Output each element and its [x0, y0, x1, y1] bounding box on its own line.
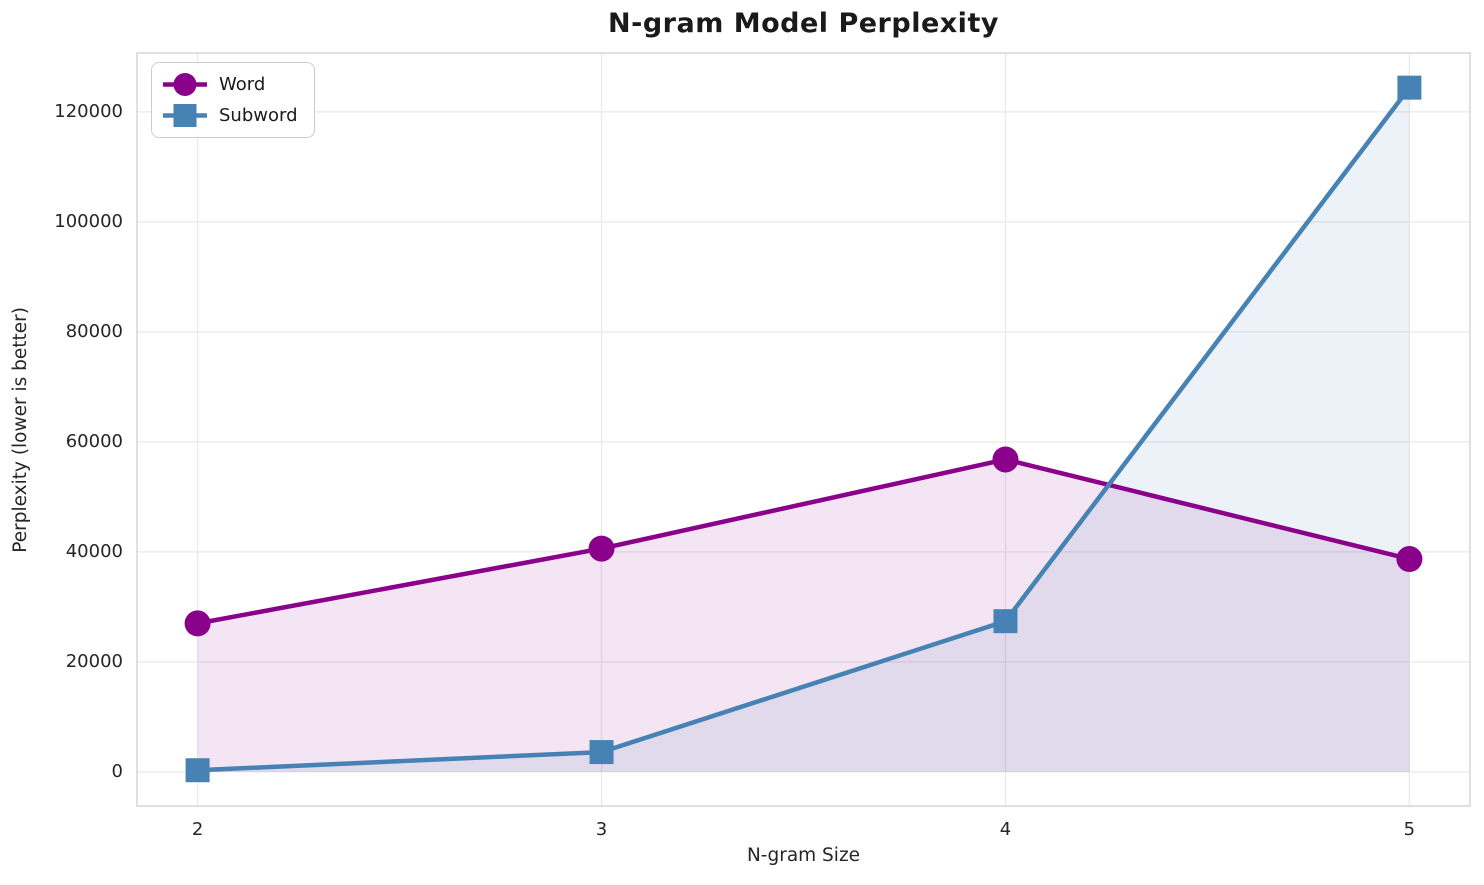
y-tick-label: 120000 [54, 101, 123, 122]
word-legend-circle [173, 73, 197, 96]
data-point-subword [993, 609, 1018, 634]
data-point-word [588, 535, 615, 562]
legend: Word Subword [151, 62, 315, 138]
y-axis-label-text: Perplexity (lower is better) [9, 306, 31, 553]
y-tick-label: 20000 [66, 651, 123, 672]
area-fill-subword [197, 87, 1410, 772]
data-point-word [992, 446, 1019, 473]
y-tick-label: 60000 [66, 431, 123, 452]
chart-title: N-gram Model Perplexity [608, 8, 999, 39]
data-point-word [184, 610, 211, 637]
legend-label-word: Word [219, 74, 266, 95]
legend-label-subword: Subword [219, 105, 298, 126]
legend-item-subword: Subword [162, 101, 298, 130]
series-line-subword [195, 85, 1412, 773]
subword-legend-square [173, 104, 197, 127]
x-tick-label: 4 [1000, 819, 1011, 840]
legend-item-word: Word [162, 70, 298, 99]
data-point-subword [185, 758, 210, 783]
x-tick-label: 3 [596, 819, 607, 840]
x-tick-label: 5 [1404, 819, 1415, 840]
area-fill-word [197, 459, 1410, 772]
word-line-circle-icon [163, 73, 207, 96]
series-line-word [195, 457, 1412, 626]
axes-border [136, 52, 1471, 807]
y-tick-label: 0 [112, 761, 123, 782]
x-axis-label: N-gram Size [746, 845, 861, 866]
y-axis-label: Perplexity (lower is better) [4, 53, 36, 806]
x-tick-label: 2 [192, 819, 203, 840]
data-point-subword [589, 740, 614, 765]
y-tick-label: 40000 [66, 541, 123, 562]
data-point-word [1396, 546, 1423, 573]
y-tick-label: 100000 [54, 211, 123, 232]
subword-line-square-icon [163, 104, 207, 127]
y-tick-label: 80000 [66, 321, 123, 342]
data-point-subword [1397, 75, 1422, 100]
